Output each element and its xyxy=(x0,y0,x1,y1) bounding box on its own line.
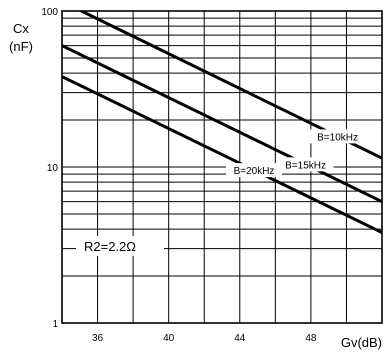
x-tick-label: 36 xyxy=(92,333,104,344)
y-tick-label: 100 xyxy=(41,7,58,18)
plot-frame xyxy=(61,10,383,324)
series-label-b-20khz: B=20kHz xyxy=(234,166,275,177)
y-axis-unit: (nF) xyxy=(9,39,33,54)
x-axis-title: Gv(dB) xyxy=(341,335,382,350)
series-label-background xyxy=(277,157,334,172)
x-tick-label: 40 xyxy=(163,333,175,344)
tick-labels: 36 40 44 48 1 10 100 xyxy=(41,7,317,344)
grid xyxy=(62,11,382,323)
y-tick-label: 1 xyxy=(52,319,58,330)
x-tick-label: 44 xyxy=(234,333,246,344)
x-tick-label: 48 xyxy=(305,333,317,344)
series-line-b-15khz xyxy=(62,44,382,203)
series-label-b-15khz: B=15kHz xyxy=(285,160,326,171)
annotation-r2: R2=2.2Ω xyxy=(84,239,136,254)
y-axis-title: Cx xyxy=(13,21,29,36)
series-line-b-20khz xyxy=(62,75,382,234)
annotation-background xyxy=(76,236,164,256)
series-label-background xyxy=(226,163,282,178)
series-label-background xyxy=(309,129,366,144)
series-lines xyxy=(62,11,382,234)
y-tick-label: 10 xyxy=(47,163,59,174)
series-label-b-10khz: B=10kHz xyxy=(317,132,358,143)
